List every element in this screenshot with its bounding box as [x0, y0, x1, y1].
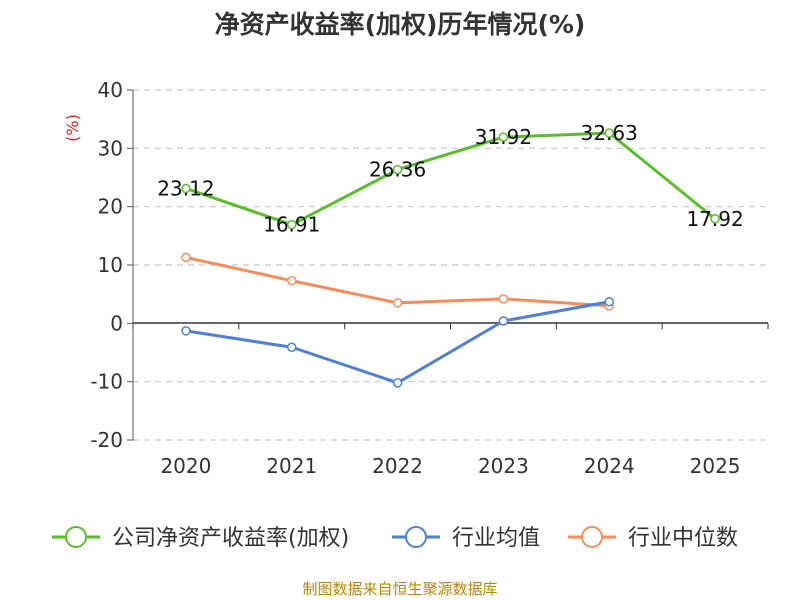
data-label: 31.92 [475, 125, 532, 149]
series-0: 23.12 16.91 26.36 31.92 32.63 17.92 [157, 121, 743, 237]
x-tick-label: 2022 [372, 454, 423, 478]
data-point [287, 219, 297, 230]
legend-item: 公司净资产收益率(加权) [52, 526, 349, 551]
data-point [287, 276, 297, 286]
data-point [181, 252, 191, 263]
data-label: 26.36 [369, 158, 426, 182]
y-tick-label: -20 [90, 428, 123, 452]
y-tick-label: -10 [90, 370, 123, 394]
legend-item: 行业中位数 [568, 526, 738, 551]
data-point [498, 132, 509, 142]
data-point [498, 316, 509, 326]
data-point [498, 294, 509, 304]
data-point [392, 378, 403, 388]
y-axis-label: (%) [63, 114, 82, 142]
source-note: 制图数据来自恒生聚源数据库 [302, 580, 497, 598]
legend-marker [65, 526, 87, 548]
x-tick-label: 2025 [690, 454, 741, 478]
y-tick-label: 0 [110, 311, 123, 335]
x-tick-label: 2020 [160, 454, 211, 478]
x-tick-label: 2023 [478, 454, 529, 478]
data-label: 16.91 [263, 213, 320, 237]
data-point [181, 326, 191, 336]
data-point [392, 298, 403, 308]
data-point [604, 128, 614, 138]
data-point [604, 297, 614, 307]
data-label: 23.12 [157, 176, 214, 200]
legend-label: 公司净资产收益率(加权) [112, 526, 349, 551]
grid-lines [127, 89, 768, 441]
y-tick-labels: -20 -10 0 10 20 30 40 [90, 78, 123, 452]
data-point [287, 342, 297, 352]
y-tick-label: 30 [98, 136, 123, 160]
data-point [181, 183, 191, 194]
legend-marker [405, 526, 427, 548]
series-line [185, 300, 610, 385]
series-1 [181, 297, 614, 388]
x-tick-labels: 2020 2021 2022 2023 2024 2025 [132, 323, 769, 478]
y-tick-label: 10 [98, 253, 123, 277]
x-tick-label: 2024 [584, 454, 635, 478]
data-label: 17.92 [686, 207, 743, 231]
legend-label: 行业均值 [452, 526, 540, 551]
legend-item: 行业均值 [392, 526, 540, 551]
y-tick-label: 20 [98, 195, 123, 219]
legend-marker [581, 526, 603, 548]
series-lines: 23.12 16.91 26.36 31.92 32.63 17.92 [157, 121, 744, 388]
x-tick-label: 2021 [266, 454, 317, 478]
series-2 [181, 252, 614, 311]
chart-title: 净资产收益率(加权)历年情况(%) [215, 10, 586, 39]
legend-label: 行业中位数 [628, 526, 738, 551]
series-line [185, 131, 717, 227]
y-tick-label: 40 [98, 78, 123, 102]
data-label: 32.63 [581, 121, 638, 145]
data-point [392, 164, 403, 175]
data-point [710, 214, 720, 224]
legend: 公司净资产收益率(加权) 行业均值 行业中位数 [52, 526, 738, 551]
